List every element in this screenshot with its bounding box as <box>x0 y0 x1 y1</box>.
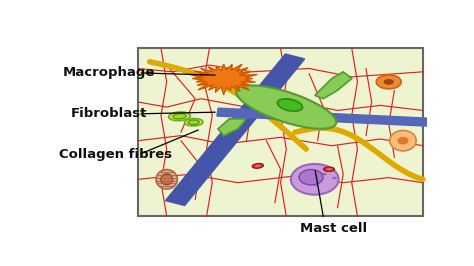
Polygon shape <box>315 72 352 99</box>
Ellipse shape <box>332 177 337 179</box>
Ellipse shape <box>161 174 173 185</box>
Ellipse shape <box>398 137 409 145</box>
Ellipse shape <box>383 79 394 85</box>
Ellipse shape <box>322 173 327 175</box>
Ellipse shape <box>326 168 332 170</box>
Polygon shape <box>190 64 257 95</box>
Text: Macrophage: Macrophage <box>63 66 155 79</box>
Ellipse shape <box>291 164 338 195</box>
Ellipse shape <box>299 170 323 185</box>
Polygon shape <box>218 119 246 136</box>
Ellipse shape <box>255 165 261 167</box>
FancyBboxPatch shape <box>138 48 423 216</box>
Ellipse shape <box>314 184 318 186</box>
Ellipse shape <box>376 75 401 89</box>
Ellipse shape <box>298 175 302 178</box>
Ellipse shape <box>184 119 203 126</box>
Text: Fibroblast: Fibroblast <box>70 107 146 120</box>
Ellipse shape <box>169 112 191 121</box>
Ellipse shape <box>323 167 335 172</box>
Ellipse shape <box>277 99 302 111</box>
Ellipse shape <box>390 130 416 151</box>
Ellipse shape <box>252 163 264 168</box>
Ellipse shape <box>311 180 316 182</box>
Text: Mast cell: Mast cell <box>300 222 367 235</box>
Ellipse shape <box>188 120 199 124</box>
Ellipse shape <box>173 114 186 119</box>
Ellipse shape <box>312 180 317 182</box>
Ellipse shape <box>313 179 318 182</box>
Ellipse shape <box>310 179 314 182</box>
Ellipse shape <box>236 85 337 129</box>
Text: Collagen fibres: Collagen fibres <box>59 148 173 161</box>
Ellipse shape <box>156 170 177 189</box>
